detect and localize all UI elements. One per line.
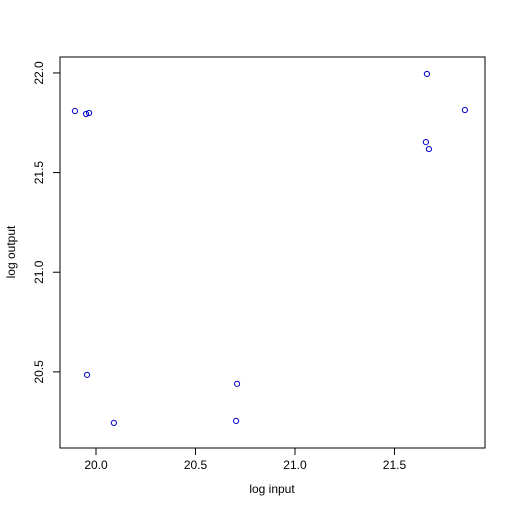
point xyxy=(461,106,469,114)
point xyxy=(423,70,431,78)
point xyxy=(83,371,91,378)
point xyxy=(85,109,93,117)
x-axis-label: log input xyxy=(249,482,295,496)
x-tick-label: 21.0 xyxy=(283,458,307,472)
y-axis-label: log output xyxy=(4,225,18,278)
x-tick-label: 21.5 xyxy=(383,458,407,472)
point xyxy=(82,110,90,118)
x-tick-label: 20.5 xyxy=(184,458,208,472)
y-tick-label: 22.0 xyxy=(32,61,46,85)
y-tick-label: 21.0 xyxy=(32,260,46,284)
point xyxy=(425,145,432,153)
plot-frame xyxy=(59,56,486,449)
x-tick-label: 20.0 xyxy=(84,458,108,472)
point xyxy=(110,419,118,426)
point xyxy=(71,107,79,115)
y-tick-label: 21.5 xyxy=(32,161,46,185)
point xyxy=(232,417,240,424)
point xyxy=(422,138,430,146)
point xyxy=(233,380,241,387)
y-tick-label: 20.5 xyxy=(32,360,46,384)
